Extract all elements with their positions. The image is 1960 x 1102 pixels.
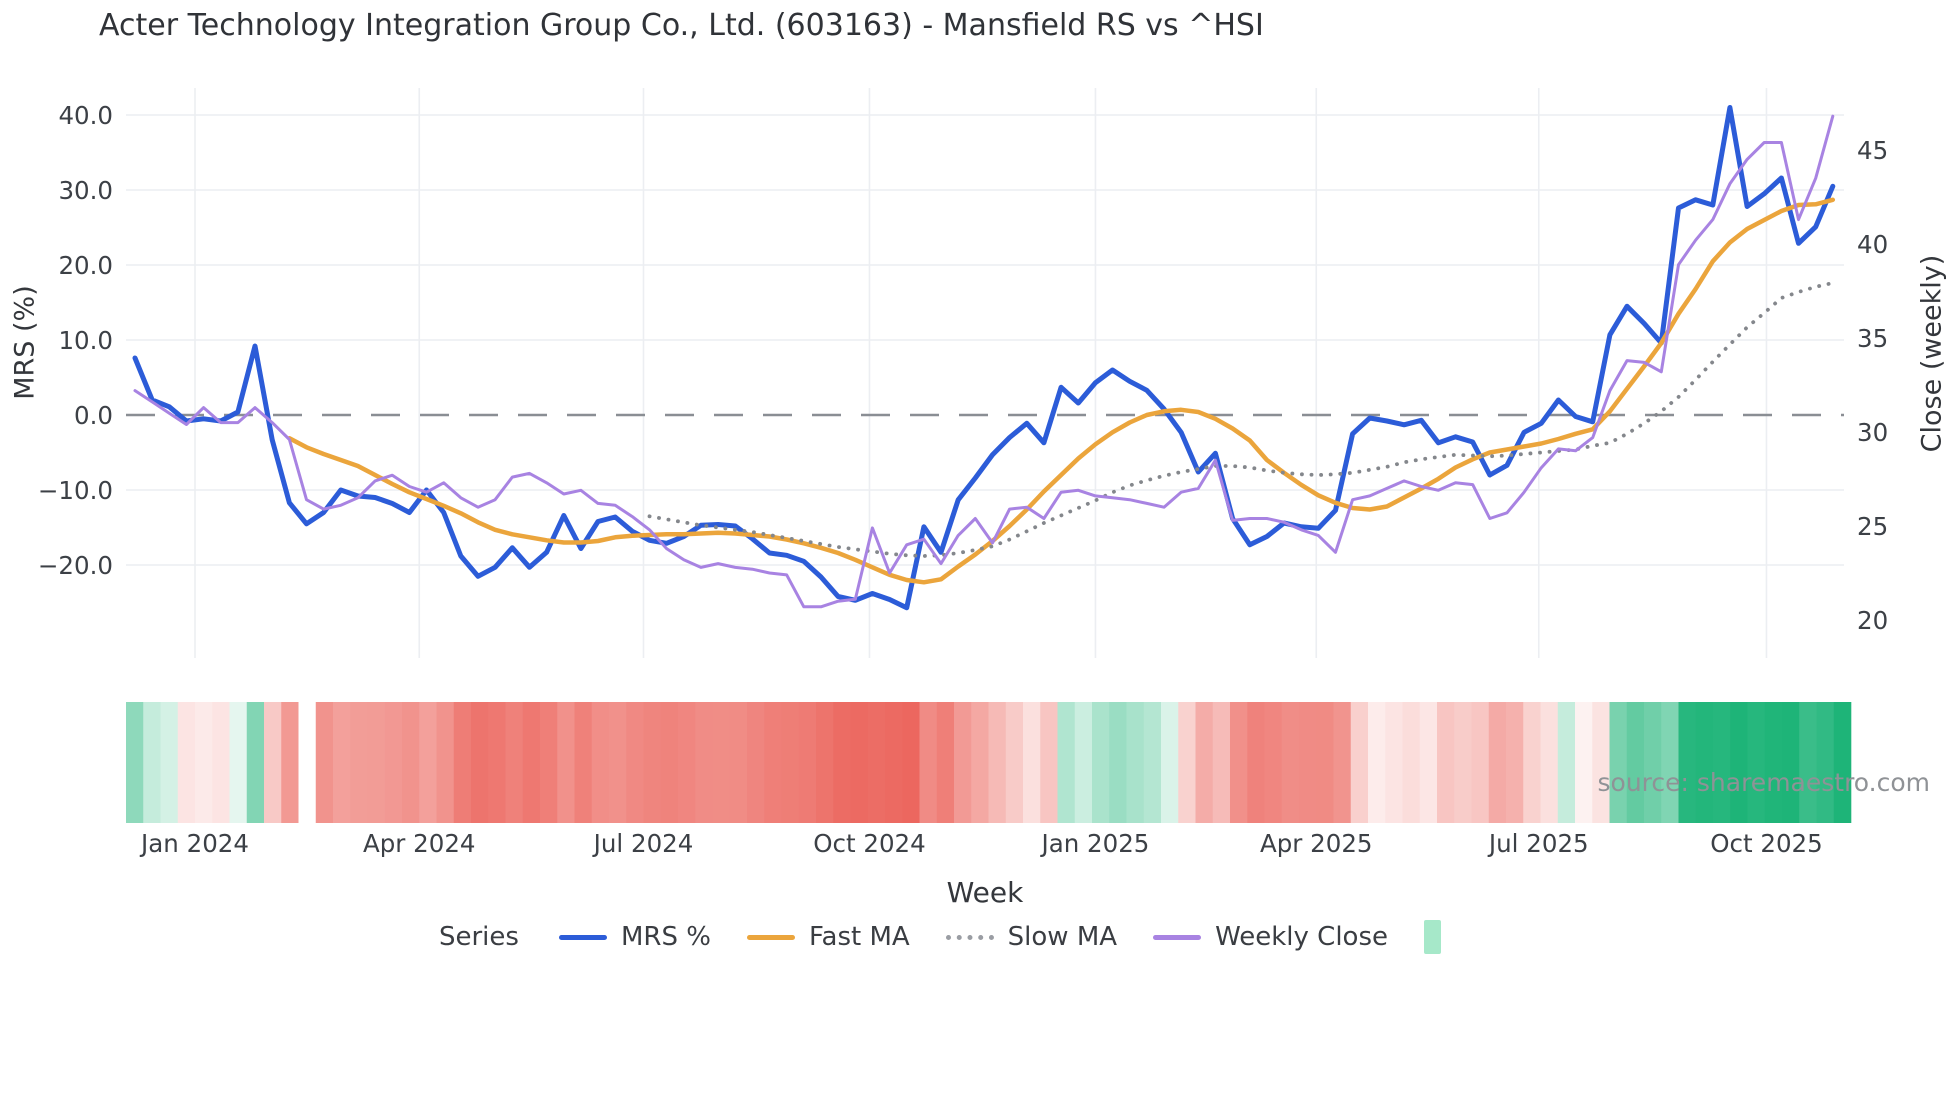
y-right-tick: 25 <box>1857 512 1888 541</box>
x-tick: Apr 2024 <box>363 829 476 858</box>
slow-ma-line <box>647 281 1835 558</box>
x-tick: Jul 2025 <box>1487 829 1589 858</box>
legend-swatch-icon <box>558 934 607 940</box>
y-left-tick: 10.0 <box>58 326 113 355</box>
heatmap-legend-swatch <box>1424 920 1441 954</box>
y-left-tick: 0.0 <box>74 401 113 430</box>
legend-item-mrs-[interactable]: MRS % <box>558 922 711 952</box>
y-left-tick: −10.0 <box>38 476 113 505</box>
legend-item-label: Weekly Close <box>1215 922 1388 952</box>
y-axis-label-left: MRS (%) <box>9 285 41 400</box>
y-right-tick: 40 <box>1857 230 1888 259</box>
x-tick: Jan 2025 <box>1039 829 1149 858</box>
weekly-close-line <box>133 114 1835 609</box>
legend-swatch-icon <box>945 934 994 940</box>
mrs--line <box>132 105 1836 611</box>
gridlines <box>126 88 1844 658</box>
legend-item-label: Fast MA <box>808 922 910 952</box>
legend-item-label: Slow MA <box>1007 922 1118 952</box>
legend-swatch-icon <box>746 934 795 940</box>
legend: Series MRS % Fast MA Slow MA Weekly Close <box>0 920 1880 954</box>
y-right-tick: 20 <box>1857 606 1888 635</box>
x-tick: Oct 2024 <box>813 829 926 858</box>
legend-item-weekly-close[interactable]: Weekly Close <box>1153 922 1388 952</box>
x-axis-ticks: Jan 2024 Apr 2024 Jul 2024 Oct 2024 Jan 2025… <box>139 829 1823 858</box>
page-title: Acter Technology Integration Group Co., … <box>99 8 1264 43</box>
x-tick: Jul 2024 <box>592 829 694 858</box>
x-axis-label: Week <box>946 876 1024 909</box>
legend-swatch-icon <box>1153 934 1202 940</box>
y-left-tick: 30.0 <box>58 176 113 205</box>
legend-item-fast-ma[interactable]: Fast MA <box>746 922 910 952</box>
y-right-tick: 45 <box>1857 136 1888 165</box>
x-tick: Apr 2025 <box>1260 829 1373 858</box>
legend-title: Series <box>438 922 519 952</box>
y-axis-ticks-right: 45 40 35 30 25 20 <box>1857 136 1888 635</box>
y-right-tick: 35 <box>1857 324 1888 353</box>
source-note: source: sharemaestro.com <box>1597 768 1931 797</box>
y-left-tick: −20.0 <box>38 551 113 580</box>
y-axis-ticks-left: 40.0 30.0 20.0 10.0 0.0 −10.0 −20.0 <box>38 101 113 580</box>
x-tick: Oct 2025 <box>1710 829 1823 858</box>
x-tick: Jan 2024 <box>139 829 249 858</box>
legend-item-slow-ma[interactable]: Slow MA <box>945 922 1118 952</box>
y-axis-label-right: Close (weekly) <box>1916 254 1948 453</box>
y-left-tick: 40.0 <box>58 101 113 130</box>
legend-item-label: MRS % <box>620 922 711 952</box>
fast-ma-line <box>287 197 1836 585</box>
mrs-heatmap-strip <box>126 702 1852 823</box>
y-left-tick: 20.0 <box>58 251 113 280</box>
y-right-tick: 30 <box>1857 418 1888 447</box>
